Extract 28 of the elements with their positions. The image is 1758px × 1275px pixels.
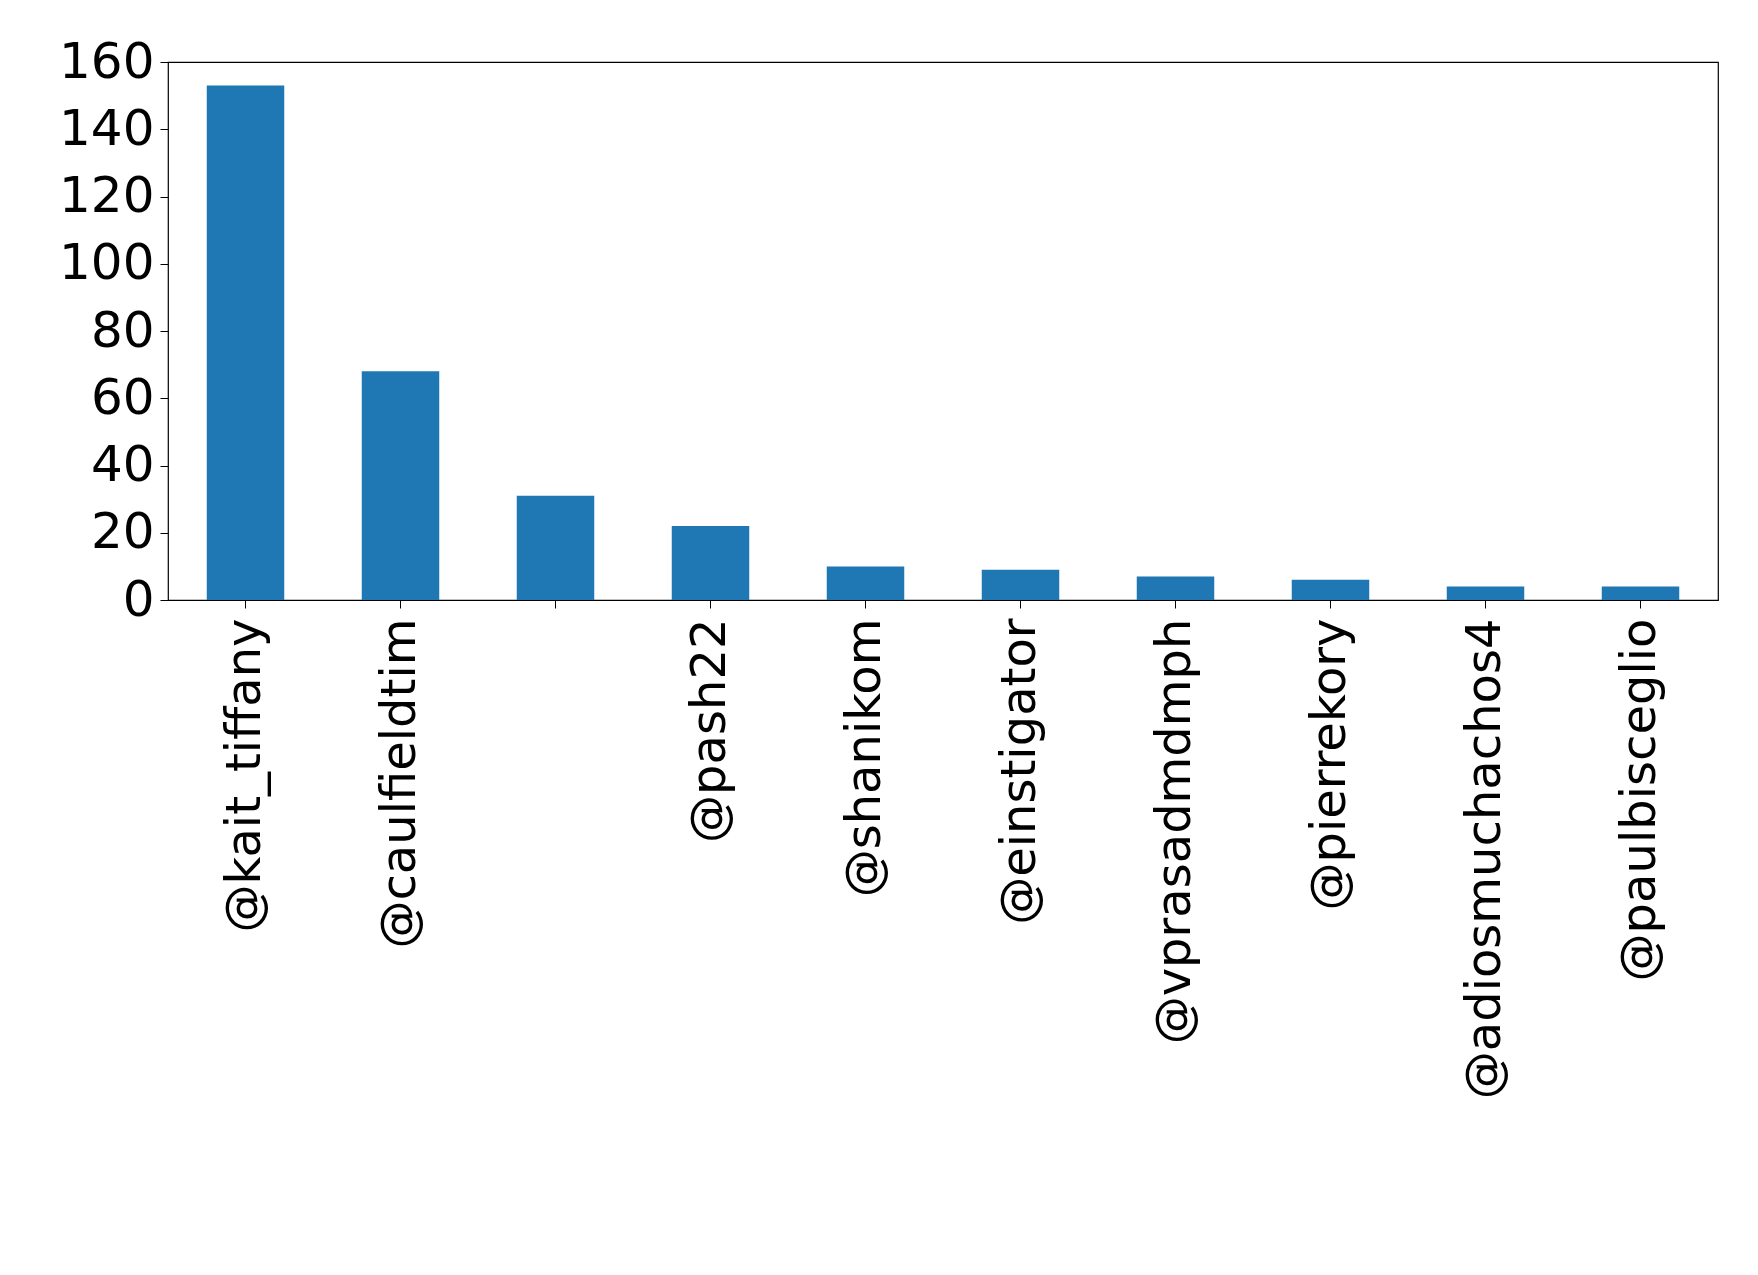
y-tick-label: 60 (90, 367, 155, 426)
x-tick-label: @paulbisceglio (1609, 618, 1666, 982)
x-tick-label: @adiosmuchachos4 (1454, 618, 1511, 1100)
x-tick-label: @shanikom (834, 618, 891, 898)
bar (1446, 586, 1525, 600)
bar (1136, 576, 1215, 600)
bar (361, 371, 440, 600)
y-tick-label: 0 (122, 569, 155, 628)
y-tick-label: 120 (59, 166, 155, 224)
bar (1601, 586, 1680, 600)
x-tick-label: @caulfieldtim (369, 618, 426, 949)
y-tick-label: 100 (59, 233, 155, 292)
x-tick-label: @pash22 (679, 618, 736, 843)
x-tick-label: @pierrekory (1299, 618, 1356, 911)
bar (671, 526, 750, 600)
y-tick-label: 160 (59, 31, 155, 90)
x-tick-label: @vprasadmdmph (1144, 618, 1201, 1045)
x-tick-label: @kait_tiffany (214, 618, 271, 933)
y-tick-label: 140 (59, 98, 155, 157)
y-tick-label: 40 (90, 435, 155, 493)
bar (516, 495, 595, 600)
bar (981, 569, 1060, 600)
bar (1291, 579, 1370, 600)
x-tick-label: @einstigator (989, 618, 1046, 925)
y-tick-label: 80 (90, 300, 155, 359)
bar (206, 85, 285, 600)
y-tick-label: 20 (90, 502, 155, 561)
bar (826, 566, 905, 600)
